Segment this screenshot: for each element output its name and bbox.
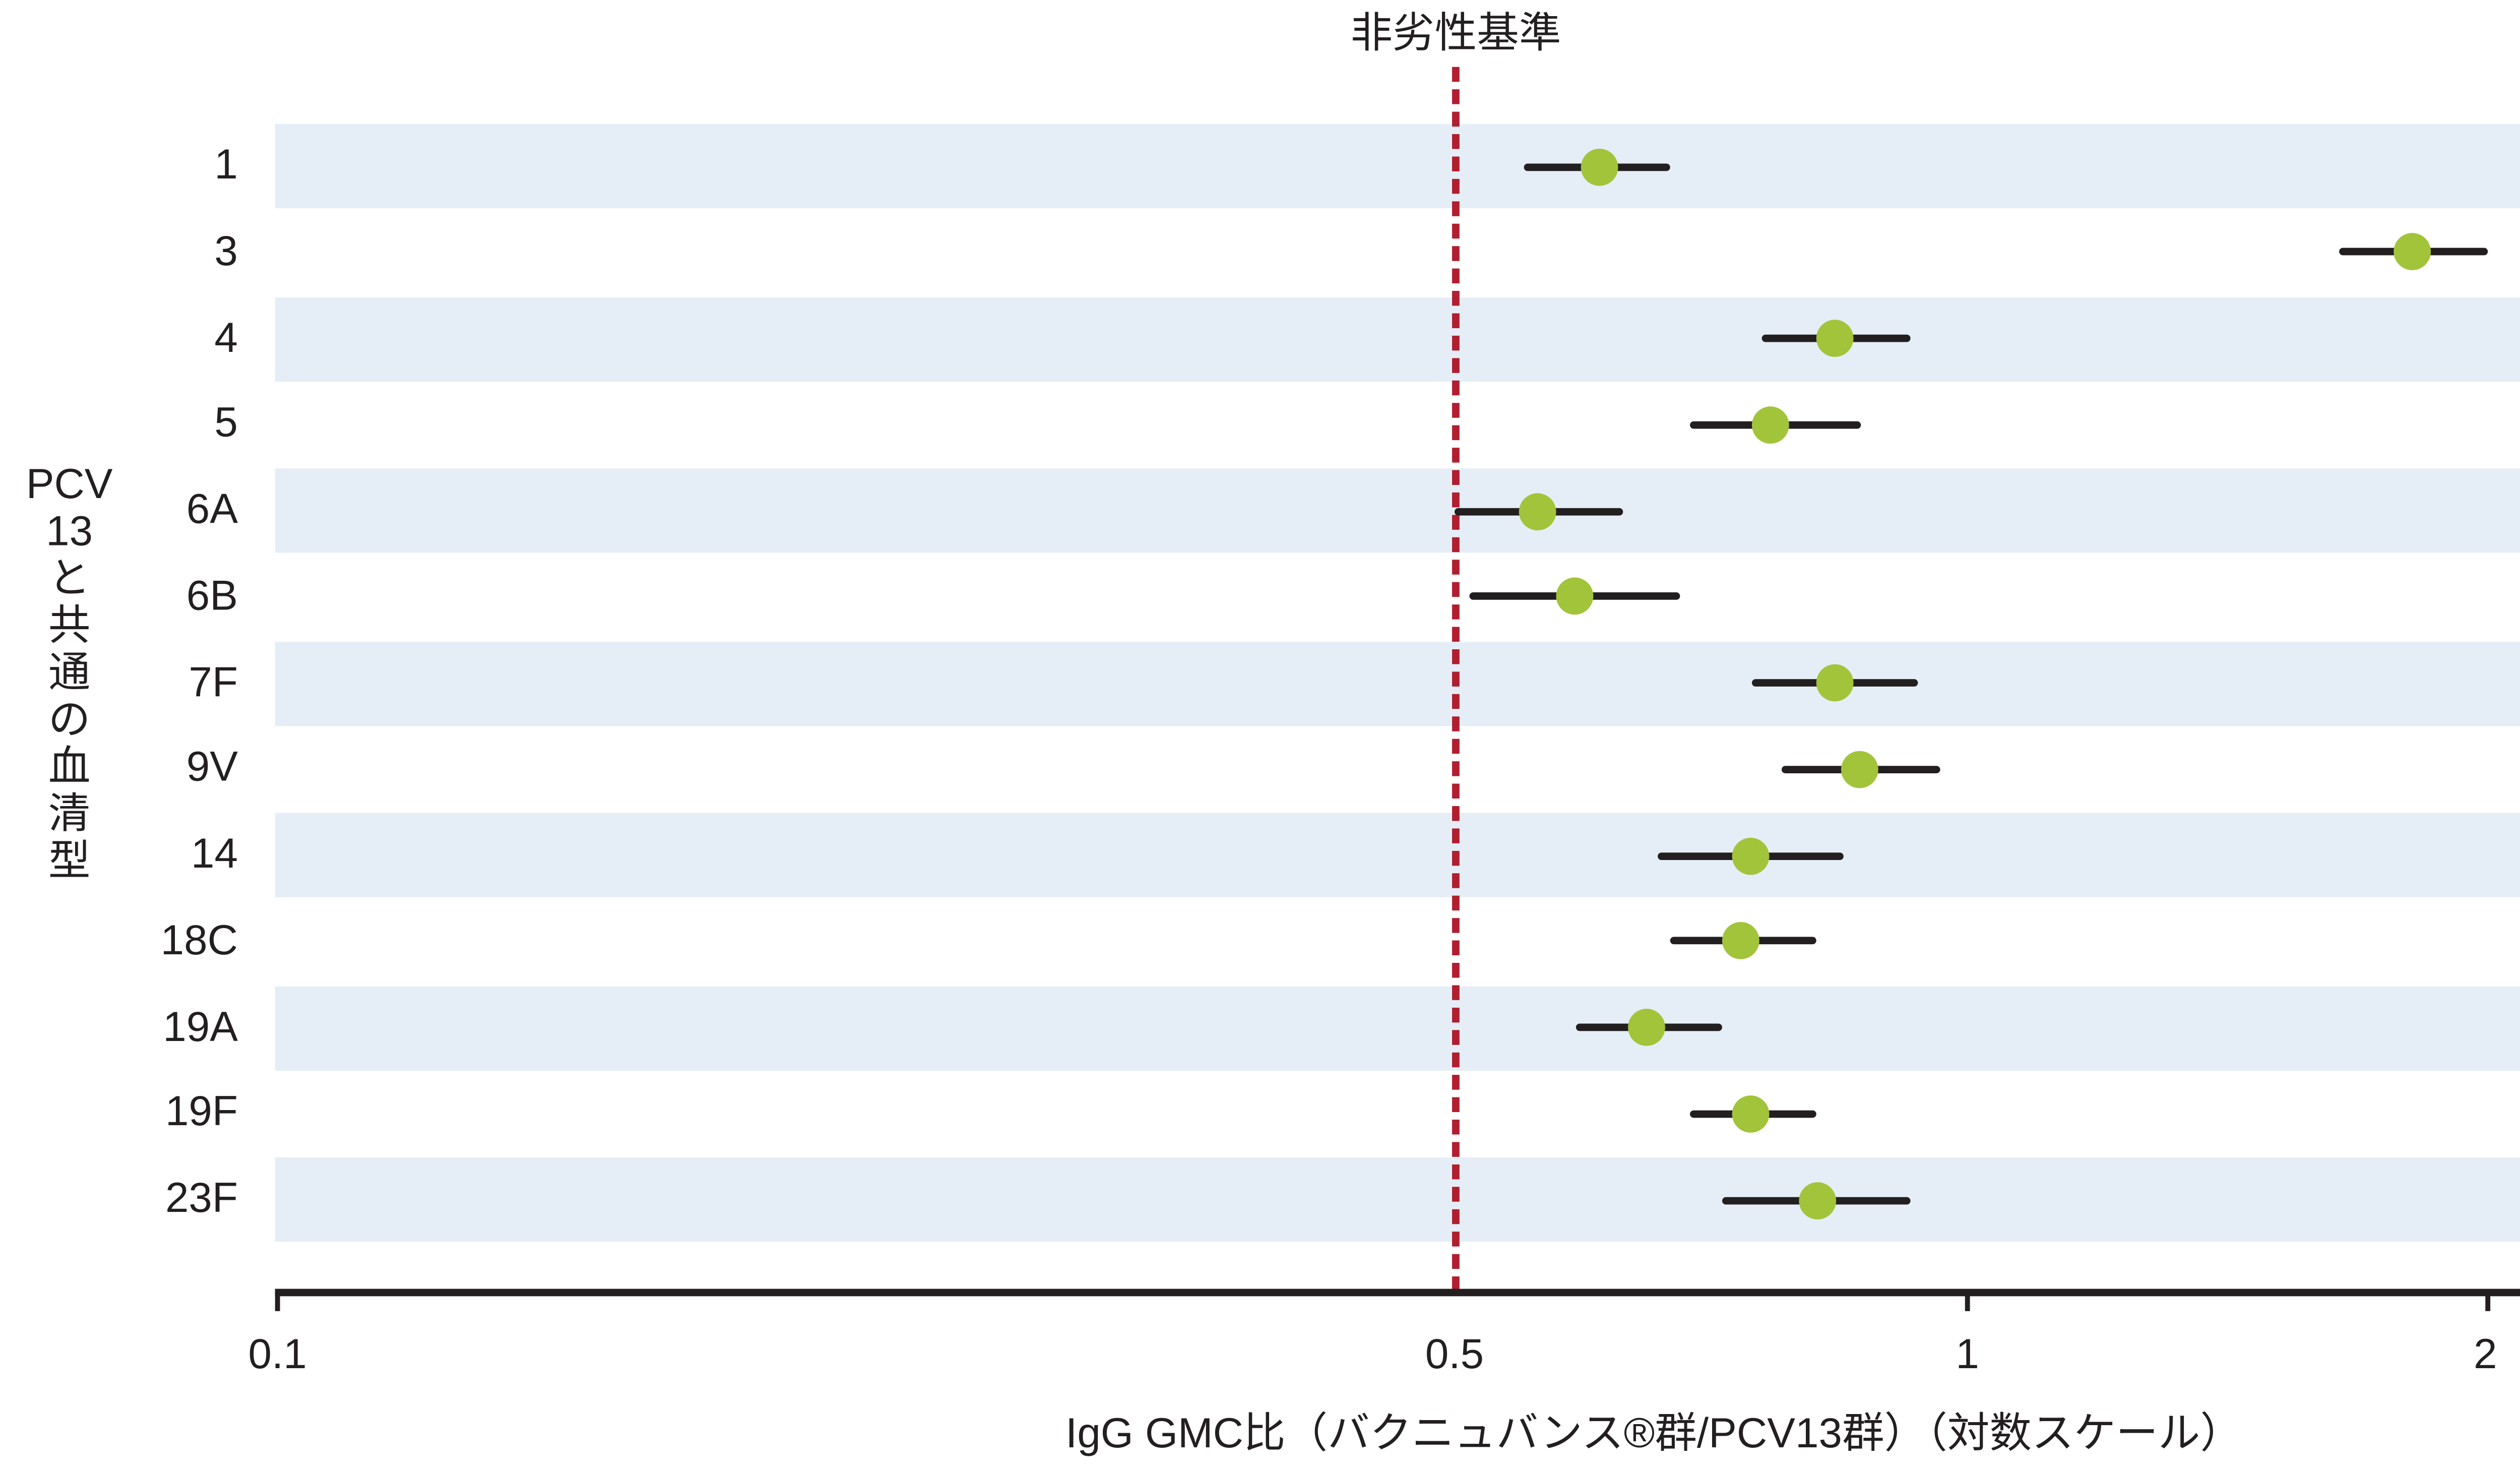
x-tick bbox=[1965, 1291, 1969, 1311]
x-tick-label: 1 bbox=[1956, 1331, 1979, 1378]
point-estimate-marker bbox=[2395, 233, 2432, 271]
point-estimate-marker bbox=[1842, 750, 1879, 788]
row-stripe bbox=[275, 297, 2520, 382]
serotype-label: 18C bbox=[160, 916, 238, 964]
row-stripe bbox=[275, 468, 2520, 553]
non-inferiority-reference-line bbox=[1452, 67, 1460, 1292]
x-tick bbox=[2485, 1291, 2489, 1311]
y-title-part: PCV bbox=[26, 461, 113, 508]
point-estimate-marker bbox=[1628, 1009, 1666, 1046]
point-estimate-marker bbox=[1723, 923, 1760, 960]
row-stripe bbox=[275, 1157, 2520, 1242]
point-estimate-marker bbox=[1816, 320, 1854, 357]
serotype-label: 14 bbox=[191, 830, 238, 878]
x-tick bbox=[275, 1291, 279, 1311]
row-stripe bbox=[275, 642, 2520, 726]
point-estimate-marker bbox=[1816, 664, 1854, 702]
serotype-label: 6A bbox=[186, 485, 238, 533]
serotype-label: 7F bbox=[188, 658, 238, 705]
point-estimate-marker bbox=[1733, 1094, 1771, 1132]
row-stripe bbox=[275, 986, 2520, 1071]
row-stripe bbox=[275, 813, 2520, 897]
x-tick-label: 2 bbox=[2473, 1331, 2497, 1378]
y-title-part: 共 bbox=[48, 602, 91, 650]
serotype-label: 3 bbox=[214, 227, 238, 275]
serotype-label: 23F bbox=[165, 1175, 238, 1222]
x-tick-label: 0.1 bbox=[248, 1331, 307, 1378]
point-estimate-marker bbox=[1752, 406, 1790, 443]
y-title-part: の bbox=[48, 696, 91, 744]
x-tick-label: 0.5 bbox=[1425, 1331, 1484, 1378]
x-axis-line bbox=[275, 1289, 2520, 1297]
x-axis-title: IgG GMC比（バクニュバンス®群/PCV13群）（対数スケール） bbox=[1065, 1410, 2243, 1457]
y-title-part: と bbox=[48, 555, 91, 602]
point-estimate-marker bbox=[1519, 492, 1556, 529]
serotype-label: 19F bbox=[165, 1088, 238, 1136]
y-title-part: 清 bbox=[48, 790, 91, 838]
y-title-part: 13 bbox=[46, 508, 93, 556]
y-axis-title: PCV 13 と 共 通 の 血 清 型 bbox=[15, 461, 123, 885]
serotype-label: 19A bbox=[163, 1002, 238, 1050]
point-estimate-marker bbox=[1557, 578, 1595, 616]
serotype-label: 6B bbox=[186, 572, 238, 619]
point-estimate-marker bbox=[1582, 147, 1619, 185]
serotype-label: 5 bbox=[214, 399, 238, 447]
row-stripe bbox=[275, 124, 2520, 208]
y-title-part: 血 bbox=[48, 743, 91, 791]
serotype-label: 1 bbox=[214, 141, 238, 189]
y-title-part: 型 bbox=[48, 837, 91, 885]
y-title-part: 通 bbox=[48, 649, 91, 697]
serotype-label: 9V bbox=[186, 744, 238, 791]
serotype-label: 4 bbox=[214, 313, 238, 361]
reference-label: 非劣性基準 bbox=[1350, 10, 1561, 57]
point-estimate-marker bbox=[1798, 1181, 1836, 1218]
